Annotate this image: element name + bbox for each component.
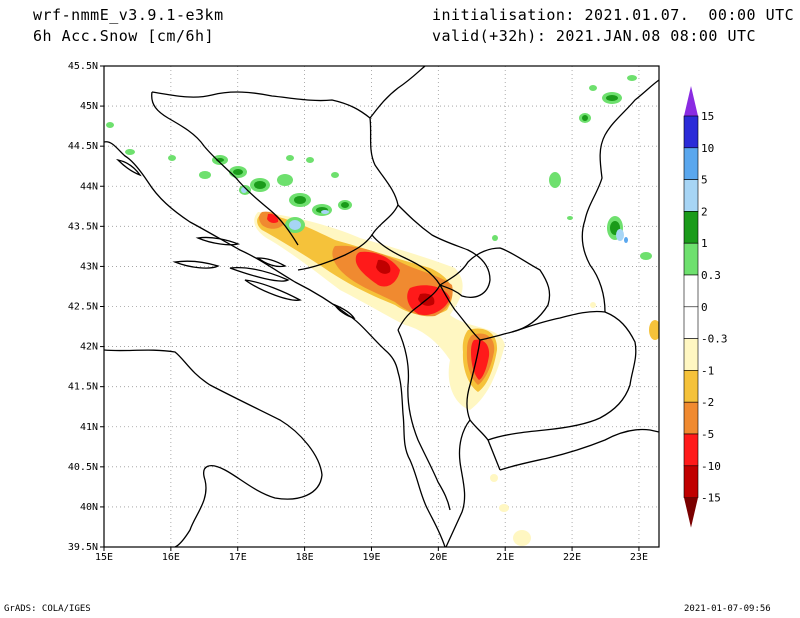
colorbar-swatch [683, 370, 699, 403]
lat-label: 44.5N [68, 141, 98, 152]
lon-label: 23E [630, 552, 648, 563]
lat-label: 43N [80, 261, 98, 272]
snow-area-1cm [649, 320, 659, 340]
croatian-island [256, 257, 287, 268]
snow-area-light [490, 474, 498, 482]
croatian-island [195, 236, 241, 246]
colorbar-top-arrow [684, 86, 698, 116]
colorbar-label: 2 [701, 205, 708, 218]
colorbar: 15 10 5 2 1 0.3 0 -0.3 -1 -2 -5 -10 -15 [683, 86, 728, 528]
lat-label: 43.5N [68, 221, 98, 232]
grid-lines [104, 66, 659, 547]
adriatic-coastline [104, 141, 446, 547]
colorbar-label: -10 [701, 460, 721, 473]
bosnia-border [151, 91, 399, 271]
colorbar-label: -1 [701, 364, 714, 377]
colorbar-swatch [683, 433, 699, 467]
croatian-island [333, 303, 356, 320]
croatia-border [151, 91, 299, 246]
lat-label: 41N [80, 422, 98, 433]
macedonia-border [487, 310, 637, 441]
colorbar-bottom-arrow [684, 497, 698, 528]
lon-label: 17E [229, 552, 247, 563]
colorbar-swatch [683, 147, 699, 180]
snowfall-shading [106, 75, 659, 546]
snow-area-2cm-blue [241, 187, 628, 243]
snow-area-5cm [471, 339, 490, 380]
colorbar-label: 0.3 [701, 269, 721, 282]
snow-area-light [513, 530, 531, 546]
colorbar-swatch [683, 401, 699, 435]
footer-left: GrADS: COLA/IGES [4, 604, 91, 614]
lat-label: 45.5N [68, 61, 98, 72]
initialisation-time: initialisation: 2021.01.07. 00:00 UTC [432, 6, 795, 24]
colorbar-swatch [683, 465, 699, 498]
snow-area-positive [106, 75, 652, 260]
colorbar-label: -5 [701, 428, 714, 441]
lat-label: 42.5N [68, 302, 98, 313]
field-title: 6h Acc.Snow [cm/6h] [33, 27, 215, 45]
lat-label: 39.5N [68, 542, 98, 553]
lat-label: 40N [80, 502, 98, 513]
colorbar-swatch [683, 306, 699, 339]
snow-area-light [590, 302, 596, 308]
coastlines-borders [104, 66, 659, 547]
lat-label: 44N [80, 181, 98, 192]
colorbar-label: -2 [701, 396, 714, 409]
lon-label: 16E [162, 552, 180, 563]
lon-label: 22E [563, 552, 581, 563]
colorbar-label: -0.3 [701, 333, 728, 346]
lat-label: 41.5N [68, 382, 98, 393]
bulgaria-border [581, 79, 659, 313]
colorbar-label: -15 [701, 492, 721, 505]
greece-border [499, 428, 659, 471]
lon-label: 19E [362, 552, 380, 563]
valid-time: valid(+32h): 2021.JAN.08 08:00 UTC [432, 27, 757, 45]
colorbar-swatch [683, 338, 699, 371]
croatian-island [244, 279, 302, 301]
greece-coast [445, 419, 471, 547]
serbia-border [369, 66, 491, 298]
lat-label: 45N [80, 101, 98, 112]
lat-label: 40.5N [68, 462, 98, 473]
lon-label: 20E [429, 552, 447, 563]
colorbar-label: 0 [701, 301, 708, 314]
colorbar-label: 5 [701, 174, 708, 187]
lat-label: 42N [80, 342, 98, 353]
colorbar-swatch [683, 179, 699, 212]
colorbar-swatch [683, 242, 699, 276]
croatian-island [172, 260, 220, 269]
axis-labels: 45.5N 45N 44.5N 44N 43.5N 43N 42.5N 42N 41.5N 41N… [68, 61, 648, 563]
snow-area-1cm-green [216, 95, 620, 235]
colorbar-label: 15 [701, 110, 714, 123]
snow-area-light [499, 504, 509, 512]
croatian-island [116, 158, 142, 177]
lon-label: 15E [95, 552, 113, 563]
croatian-island [229, 266, 290, 282]
footer-right: 2021-01-07-09:56 [684, 604, 771, 614]
kosovo-border [439, 247, 551, 341]
lon-label: 21E [496, 552, 514, 563]
snow-area-10cm [376, 259, 391, 274]
lon-label: 18E [296, 552, 314, 563]
colorbar-swatch [683, 115, 699, 149]
colorbar-label: 10 [701, 142, 714, 155]
snow-area-5cm [267, 213, 279, 223]
italy-coastline [104, 349, 323, 547]
model-title: wrf-nmmE_v3.9.1-e3km [33, 6, 224, 24]
colorbar-swatch [683, 211, 699, 244]
colorbar-swatch [683, 274, 699, 308]
colorbar-label: 1 [701, 237, 708, 250]
